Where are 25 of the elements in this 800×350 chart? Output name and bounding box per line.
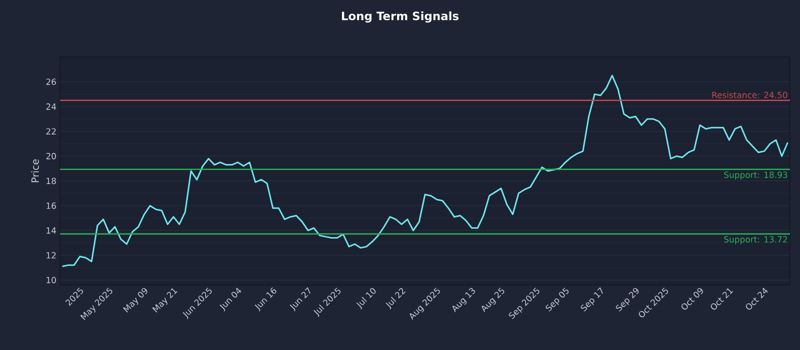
x-tick-label: Sep 17 — [580, 287, 603, 312]
y-tick-label: 14 — [46, 227, 56, 234]
x-tick-label: Sep 29 — [616, 288, 639, 312]
x-tick-label: Oct 24 — [746, 288, 768, 310]
chart-title: Long Term Signals — [342, 11, 459, 23]
y-tick-label: 26 — [46, 78, 56, 85]
y-tick-label: 12 — [46, 252, 56, 258]
y-tick-label: 18 — [46, 178, 56, 184]
x-tick-label: Jul 22 — [386, 288, 406, 310]
x-tick-label: Jun 16 — [254, 288, 276, 312]
y-tick-label: 10 — [46, 276, 56, 284]
x-tick-label: Oct 21 — [710, 288, 734, 310]
x-tick-label: Jun 04 — [220, 288, 242, 312]
y-tick-label: 22 — [46, 128, 56, 134]
x-tick-label: Oct 09 — [682, 288, 703, 310]
x-tick-label: Sep 05 — [546, 288, 569, 312]
y-tick-label: 24 — [46, 103, 56, 110]
ref-line-label: Support: 13.72 — [724, 236, 787, 244]
ref-line-label: Resistance: 24.50 — [712, 92, 788, 98]
x-tick-label: Jun 27 — [290, 287, 310, 312]
x-tick-label: Jul 10 — [356, 288, 376, 310]
y-tick-label: 20 — [46, 152, 56, 160]
y-tick-label: 16 — [46, 202, 56, 209]
ref-line-label: Support: 18.93 — [724, 172, 788, 180]
y-axis-title: Price — [31, 159, 39, 182]
